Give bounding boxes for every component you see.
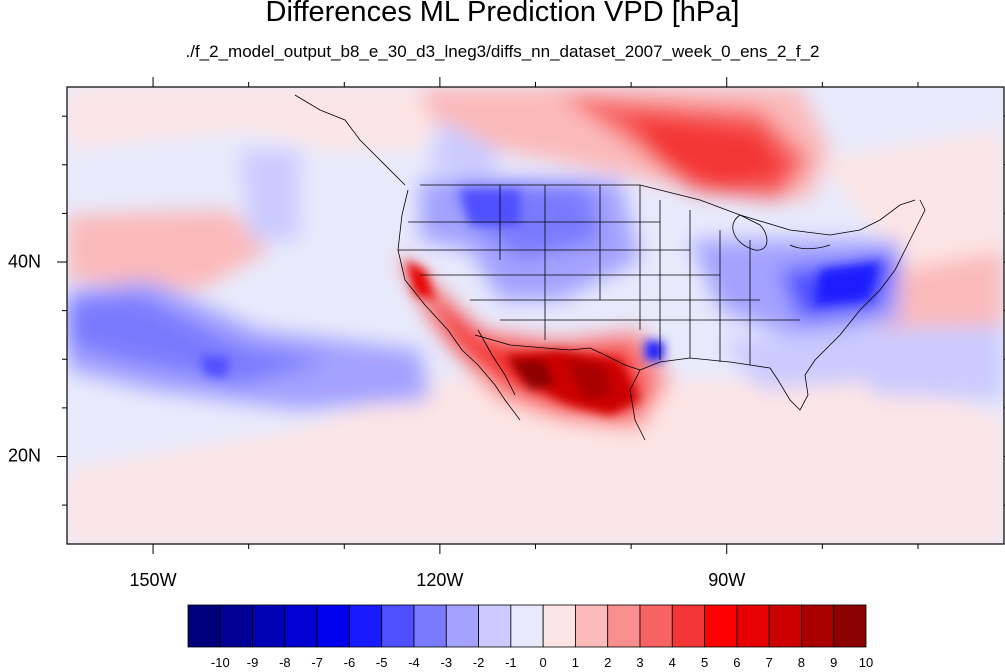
colorbar-label: -3 — [440, 655, 453, 670]
colorbar-label: -8 — [279, 655, 291, 670]
colorbar-label: -5 — [375, 655, 388, 670]
lon-label-90w: 90W — [708, 570, 746, 590]
colorbar-label: -9 — [246, 655, 259, 670]
colorbar-swatch — [445, 604, 479, 648]
colorbar-swatch — [381, 604, 415, 648]
colorbar-label: -7 — [311, 655, 323, 670]
colorbar-label: 8 — [797, 655, 806, 670]
colorbar-swatch — [704, 604, 738, 648]
colorbar-swatch — [413, 604, 447, 648]
colorbar-label: 4 — [668, 655, 676, 670]
colorbar-swatch — [833, 604, 867, 648]
colorbar-swatch — [252, 604, 286, 648]
colorbar-label: -10 — [210, 655, 230, 670]
colorbar-swatch — [607, 604, 641, 648]
axis-ticks — [57, 77, 1005, 554]
colorbar-label: 1 — [571, 655, 580, 670]
colorbar-swatch — [478, 604, 512, 648]
colorbar-label: 6 — [733, 655, 741, 670]
lon-label-120w: 120W — [416, 570, 464, 590]
colorbar-label: 3 — [636, 655, 644, 670]
lat-label-20n: 20N — [8, 445, 42, 466]
colorbar-swatch — [510, 604, 544, 648]
colorbar-swatch — [671, 604, 705, 648]
colorbar-label: 5 — [700, 655, 709, 670]
colorbar-swatch — [639, 604, 673, 648]
colorbar-label: -4 — [408, 655, 420, 670]
colorbar-label: 0 — [539, 655, 547, 670]
coastlines-and-borders — [294, 94, 926, 441]
lat-label-40n: 40N — [8, 251, 42, 272]
colorbar-label: 7 — [765, 655, 773, 670]
colorbar-swatch — [349, 604, 383, 648]
colorbar-swatch — [575, 604, 609, 648]
colorbar-swatch — [316, 604, 350, 648]
map-title: Differences ML Prediction VPD [hPa] — [265, 0, 740, 28]
colorbar-swatch — [768, 604, 802, 648]
colorbar-label: -2 — [472, 655, 485, 670]
vpd-difference-field — [67, 87, 1004, 544]
colorbar-swatch — [219, 604, 253, 648]
colorbar-swatch — [542, 604, 576, 648]
colorbar-swatch — [187, 604, 221, 648]
colorbar-label: -6 — [343, 655, 356, 670]
colorbar-label: -1 — [505, 655, 517, 670]
colorbar — [187, 604, 867, 648]
colorbar-swatch — [736, 604, 770, 648]
colorbar-swatch — [284, 604, 318, 648]
colorbar-swatch — [801, 604, 835, 648]
colorbar-label: 9 — [830, 655, 838, 670]
colorbar-label: 10 — [858, 655, 874, 670]
map-subtitle: ./f_2_model_output_b8_e_30_d3_lneg3/diff… — [185, 42, 820, 61]
lon-label-150w: 150W — [129, 570, 177, 590]
colorbar-label: 2 — [604, 655, 612, 670]
